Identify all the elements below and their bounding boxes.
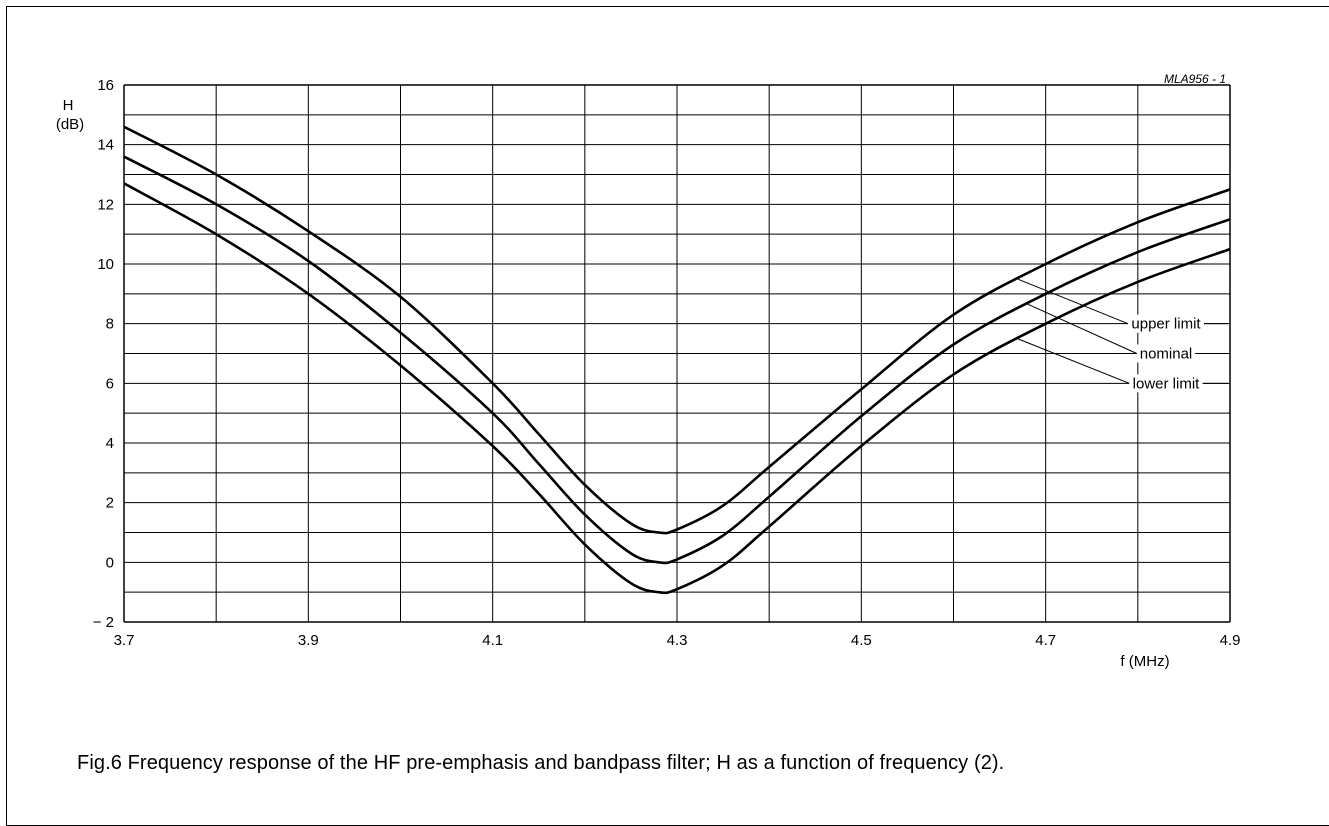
- y-axis-label-line2: (dB): [56, 116, 84, 133]
- annotation-leader: [1027, 303, 1137, 354]
- figure-caption: Fig.6 Frequency response of the HF pre-e…: [77, 752, 1005, 774]
- annotation-upper-limit: upper limit: [1131, 316, 1201, 333]
- y-tick-label: 12: [97, 196, 114, 213]
- x-tick-label: 3.9: [298, 632, 319, 649]
- y-tick-label: 14: [97, 137, 114, 154]
- x-tick-label: 4.9: [1220, 632, 1241, 649]
- grid: [123, 84, 1231, 623]
- y-axis-label-line1: H: [63, 97, 74, 114]
- annotation-background: [1127, 314, 1205, 333]
- series-line-lower-limit: [123, 182, 1231, 595]
- annotation-nominal: nominal: [1140, 346, 1193, 363]
- y-tick-label: 6: [106, 375, 114, 392]
- annotation-background: [1136, 344, 1196, 363]
- x-tick-label: 4.3: [667, 632, 688, 649]
- y-tick-label: 4: [106, 435, 114, 452]
- curves: [123, 125, 1231, 595]
- annotation-leader: [1017, 338, 1130, 384]
- y-tick-label: 2: [106, 495, 114, 512]
- annotation-lower-limit: lower limit: [1133, 375, 1201, 392]
- series-line-upper-limit: [123, 125, 1231, 535]
- y-tick-label: 10: [97, 256, 114, 273]
- annotation-leader: [1017, 278, 1129, 325]
- figure-code: MLA956 - 1: [1164, 72, 1226, 86]
- annotation-background: [1129, 374, 1203, 393]
- x-tick-label: 4.5: [851, 632, 872, 649]
- y-tick-label: − 2: [93, 614, 114, 631]
- x-tick-label: 4.1: [482, 632, 503, 649]
- annotations: upper limit nominal lower limit: [1017, 278, 1228, 393]
- series-line-nominal: [123, 155, 1231, 565]
- tick-labels: 3.7 3.9 4.1 4.3 4.5 4.7 4.9 − 2 0 2 4 6 8 10 12 14 16: [93, 77, 1241, 649]
- y-tick-label: 16: [97, 77, 114, 94]
- y-tick-label: 0: [106, 554, 114, 571]
- x-axis-label: f (MHz): [1120, 653, 1169, 670]
- y-tick-label: 8: [106, 316, 114, 333]
- x-tick-label: 4.7: [1035, 632, 1056, 649]
- x-tick-label: 3.7: [114, 632, 135, 649]
